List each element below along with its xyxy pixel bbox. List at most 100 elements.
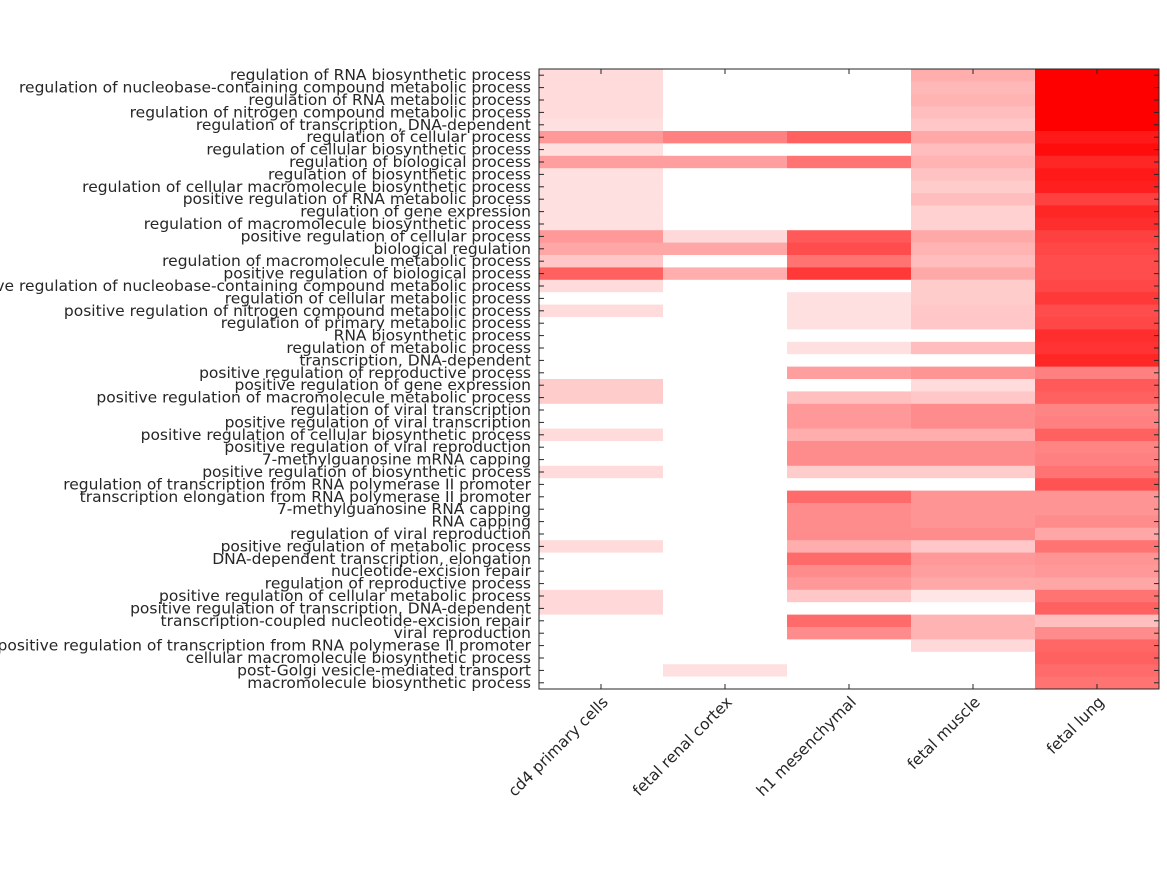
heatmap-cell xyxy=(787,205,912,219)
heatmap-cell xyxy=(1035,428,1160,442)
heatmap-cell xyxy=(663,503,788,516)
heatmap-cell xyxy=(1035,304,1160,318)
heatmap-cell xyxy=(787,81,912,95)
row-label: biological regulation xyxy=(373,240,531,258)
heatmap-cell xyxy=(663,515,788,529)
heatmap-cell xyxy=(787,565,912,578)
heatmap-cell xyxy=(539,565,664,578)
heatmap-cell xyxy=(539,403,664,417)
heatmap-cell xyxy=(663,93,788,107)
heatmap-cell xyxy=(911,676,1036,690)
heatmap-cell xyxy=(663,441,788,454)
heatmap-cell xyxy=(911,651,1036,665)
row-label: regulation of biological process xyxy=(289,153,531,171)
heatmap-cell xyxy=(787,267,912,281)
heatmap-cell xyxy=(1035,391,1160,405)
row-label: positive regulation of cellular metaboli… xyxy=(159,587,531,605)
row-label: regulation of nucleobase-containing comp… xyxy=(19,79,531,97)
row-label: regulation of viral transcription xyxy=(290,401,531,419)
heatmap-cell xyxy=(539,255,664,268)
heatmap-cell xyxy=(911,155,1036,169)
heatmap-cell xyxy=(539,366,664,380)
heatmap-cell xyxy=(539,143,664,157)
heatmap-cell xyxy=(787,627,912,640)
row-label: transcription elongation from RNA polyme… xyxy=(80,488,532,506)
heatmap-cell xyxy=(663,589,788,603)
heatmap-cell xyxy=(911,379,1036,392)
heatmap-cell xyxy=(787,602,912,616)
heatmap-cell xyxy=(539,639,664,653)
heatmap-cell xyxy=(539,267,664,281)
heatmap-cell xyxy=(1035,379,1160,392)
heatmap-cell xyxy=(787,639,912,653)
heatmap-cell xyxy=(663,255,788,268)
heatmap-cell xyxy=(911,391,1036,405)
heatmap-cell xyxy=(663,540,788,554)
heatmap-cell xyxy=(911,478,1036,492)
heatmap-cell xyxy=(1035,565,1160,578)
heatmap-cell xyxy=(663,118,788,132)
heatmap-cell xyxy=(663,664,788,678)
heatmap-cell xyxy=(539,69,664,82)
heatmap-cell xyxy=(1035,540,1160,554)
heatmap-cell xyxy=(539,329,664,343)
row-label: regulation of transcription, DNA-depende… xyxy=(196,116,531,134)
heatmap-cell xyxy=(663,81,788,95)
heatmap-cell xyxy=(539,155,664,169)
heatmap-cell xyxy=(539,416,664,430)
heatmap-cell xyxy=(539,131,664,144)
heatmap-cell xyxy=(911,143,1036,157)
heatmap-cell xyxy=(663,577,788,591)
heatmap-cell xyxy=(1035,279,1160,293)
heatmap-cell xyxy=(911,614,1036,628)
heatmap-cell xyxy=(911,565,1036,578)
heatmap-cell xyxy=(539,292,664,306)
row-label: transcription, DNA-dependent xyxy=(299,351,531,369)
row-label: regulation of RNA biosynthetic process xyxy=(230,66,531,84)
row-label: positive regulation of nucleobase-contai… xyxy=(0,277,531,295)
heatmap-cell xyxy=(663,155,788,169)
row-label: 7-methylguanosine mRNA capping xyxy=(262,451,531,469)
heatmap-cells xyxy=(539,69,1160,690)
heatmap-cell xyxy=(663,651,788,665)
heatmap-cell xyxy=(663,416,788,430)
heatmap-cell xyxy=(1035,329,1160,343)
heatmap-cell xyxy=(911,329,1036,343)
heatmap-cell xyxy=(787,168,912,182)
row-label: positive regulation of viral transcripti… xyxy=(225,413,531,431)
heatmap-cell xyxy=(911,639,1036,653)
heatmap-cell xyxy=(911,490,1036,504)
heatmap-cell xyxy=(1035,651,1160,665)
heatmap-cell xyxy=(663,428,788,442)
heatmap-cell xyxy=(787,651,912,665)
heatmap-cell xyxy=(539,118,664,132)
heatmap-cell xyxy=(663,292,788,306)
row-label: positive regulation of cellular biosynth… xyxy=(141,426,531,444)
row-label: regulation of metabolic process xyxy=(286,339,531,357)
heatmap-cell xyxy=(1035,614,1160,628)
heatmap-cell xyxy=(663,527,788,541)
heatmap-cell xyxy=(787,589,912,603)
heatmap-cell xyxy=(911,503,1036,516)
row-label: regulation of macromolecule metabolic pr… xyxy=(162,252,531,270)
heatmap-cell xyxy=(1035,478,1160,492)
heatmap-cell xyxy=(663,205,788,219)
heatmap-cell xyxy=(911,589,1036,603)
row-label: positive regulation of macromolecule met… xyxy=(96,389,531,407)
heatmap-cell xyxy=(787,453,912,467)
heatmap-cell xyxy=(1035,217,1160,231)
heatmap-cell xyxy=(911,230,1036,244)
heatmap-cell xyxy=(539,379,664,392)
heatmap-cell xyxy=(911,81,1036,95)
heatmap-cell xyxy=(1035,267,1160,281)
heatmap-cell xyxy=(663,131,788,144)
heatmap-cell xyxy=(539,515,664,529)
row-label: nucleotide-excision repair xyxy=(331,562,532,580)
heatmap-cell xyxy=(787,193,912,206)
heatmap-cell xyxy=(539,341,664,355)
heatmap-cell xyxy=(1035,676,1160,690)
heatmap-cell xyxy=(787,614,912,628)
heatmap-cell xyxy=(539,304,664,318)
row-label: cellular macromolecule biosynthetic proc… xyxy=(186,649,531,667)
heatmap-cell xyxy=(787,527,912,541)
